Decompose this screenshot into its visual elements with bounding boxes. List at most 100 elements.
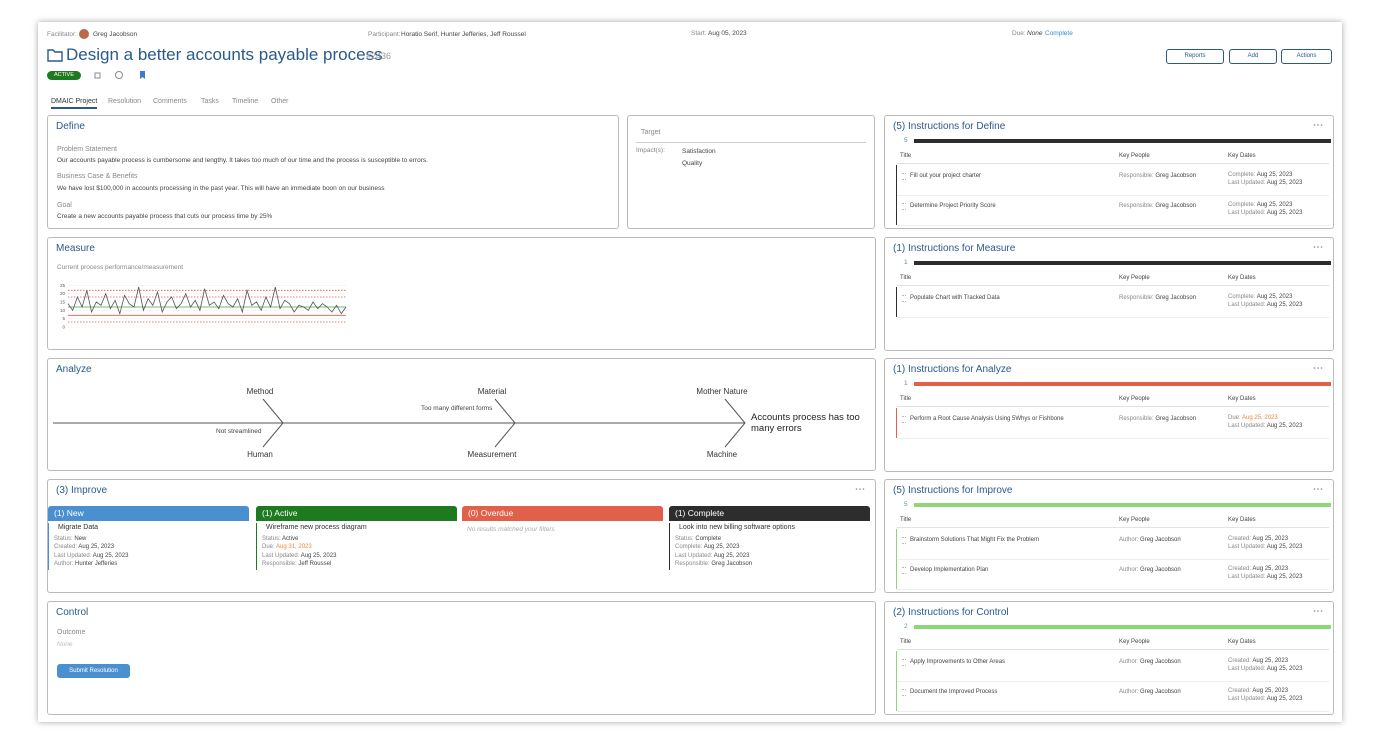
divider [897, 681, 1329, 682]
divider [897, 589, 1329, 590]
date-value: Aug 25, 2023 [1266, 210, 1303, 216]
measure-panel: Measure Current process performance/measu… [47, 237, 876, 350]
status-badge[interactable]: ACTIVE [47, 71, 81, 80]
count: 1 [904, 380, 908, 387]
row-people: Responsible: Greg Jacobson [1119, 416, 1196, 422]
project-title: Design a better accounts payable process [66, 45, 383, 64]
row-title: Determine Project Priority Score [910, 203, 996, 209]
date-label: Complete: [1228, 172, 1256, 178]
row-border [896, 195, 897, 225]
header-button[interactable]: Actions [1281, 49, 1332, 64]
column-label: Key People [1119, 639, 1150, 645]
field-value: New [74, 536, 87, 542]
tab[interactable]: Timeline [232, 98, 259, 105]
row-border [896, 287, 897, 317]
start-date: Aug 05, 2023 [708, 30, 747, 37]
dot [1313, 124, 1316, 126]
date-value: Aug 25, 2023 [1252, 536, 1289, 542]
dot [1320, 124, 1323, 126]
control-panel: Control Outcome None Submit Resolution [47, 601, 876, 715]
submit-button[interactable]: Submit Resolution [57, 664, 130, 678]
row-date: Created: Aug 25, 2023 [1228, 658, 1288, 664]
menu-dots[interactable] [1313, 609, 1323, 613]
row-people: Author: Greg Jacobson [1119, 537, 1181, 543]
column-header: (1) Active [256, 506, 457, 521]
outcome: None [57, 641, 73, 648]
row-date: Last Updated: Aug 25, 2023 [1228, 180, 1302, 186]
date-value: Aug 25, 2023 [1252, 658, 1289, 664]
dot [1317, 246, 1319, 248]
row-date: Complete: Aug 25, 2023 [1228, 294, 1292, 300]
date-value: Aug 25, 2023 [1256, 202, 1293, 208]
header-button[interactable]: Reports [1166, 49, 1224, 64]
row-title: Fill out your project charter [910, 173, 982, 179]
category-bottom: Measurement [467, 450, 517, 459]
menu-dots[interactable] [855, 487, 865, 491]
row-handle [902, 416, 906, 423]
date-value: Aug 25, 2023 [1266, 302, 1303, 308]
field-label: Last Updated: [675, 552, 713, 559]
date-label: Last Updated: [1228, 210, 1266, 216]
dot [1313, 246, 1316, 248]
chart-subtitle: Current process performance/measurement [57, 264, 184, 271]
item-field: Last Updated: Aug 25, 2023 [262, 553, 336, 559]
tab[interactable]: Tasks [201, 98, 219, 105]
menu-dots[interactable] [1313, 245, 1323, 249]
item-field: Status: New [54, 536, 86, 542]
people: Greg Jacobson [1155, 203, 1197, 209]
item-field: Status: Complete [675, 536, 721, 542]
column-header: (0) Overdue [462, 506, 663, 521]
item-title: Migrate Data [58, 524, 99, 531]
row-handle [902, 659, 906, 666]
header-button[interactable]: Add [1229, 49, 1277, 64]
row-border [896, 529, 897, 559]
panel-title: Control [56, 607, 89, 618]
field-value: Active [282, 536, 299, 542]
people-label: Responsible: [1119, 173, 1154, 179]
tab[interactable]: DMAIC Project [51, 98, 98, 109]
menu-dots[interactable] [1313, 123, 1323, 127]
divider [897, 225, 1329, 226]
row-handle [902, 537, 906, 544]
tab[interactable]: Comments [153, 98, 187, 105]
column-header: (1) Complete [669, 506, 870, 521]
panel-title: (5) Instructions for Define [893, 121, 1006, 132]
row-date: Complete: Aug 25, 2023 [1228, 202, 1292, 208]
item-border [669, 523, 670, 570]
dot [1320, 610, 1323, 612]
field-value: Aug 25, 2023 [78, 544, 115, 551]
dot [1317, 124, 1319, 126]
tab[interactable]: Resolution [108, 98, 142, 105]
category-bottom: Human [247, 450, 273, 459]
date-label: Last Updated: [1228, 544, 1266, 550]
y-tick-label: 10 [60, 308, 66, 313]
column-label: Key Dates [1228, 639, 1256, 645]
row-handle [902, 173, 906, 180]
start-label: Start: [691, 30, 707, 37]
field-value: Aug 25, 2023 [300, 552, 337, 559]
field-value: Hunter Jefferies [75, 560, 118, 567]
field-value: Aug 31, 2023 [276, 544, 312, 551]
count: 5 [904, 137, 908, 144]
improve-panel: (3) Improve (1) New Migrate Data Status: Ne… [47, 479, 876, 593]
date-value: Aug 25, 2023 [1266, 180, 1303, 186]
tab[interactable]: Other [271, 98, 289, 105]
people: Greg Jacobson [1155, 295, 1197, 301]
y-tick-label: 0 [62, 325, 65, 330]
y-tick-label: 25 [60, 283, 66, 288]
divider [897, 195, 1329, 196]
avatar [79, 29, 89, 39]
instructions-panel: (5) Instructions for Define 5 Title Key Peo… [884, 115, 1334, 229]
date-value: Aug 25, 2023 [1256, 294, 1293, 300]
item-field: Author: Hunter Jefferies [54, 561, 117, 567]
dot [1320, 367, 1323, 369]
progress-bar [914, 503, 1331, 507]
progress-bar [914, 382, 1331, 386]
analyze-panel: Analyze Method Human Material Measurement Mot… [47, 358, 876, 471]
due-status[interactable]: Complete [1045, 30, 1073, 37]
field-label: Status: [54, 536, 73, 542]
menu-dots[interactable] [1313, 487, 1323, 491]
bone [262, 398, 284, 448]
menu-dots[interactable] [1313, 366, 1323, 370]
